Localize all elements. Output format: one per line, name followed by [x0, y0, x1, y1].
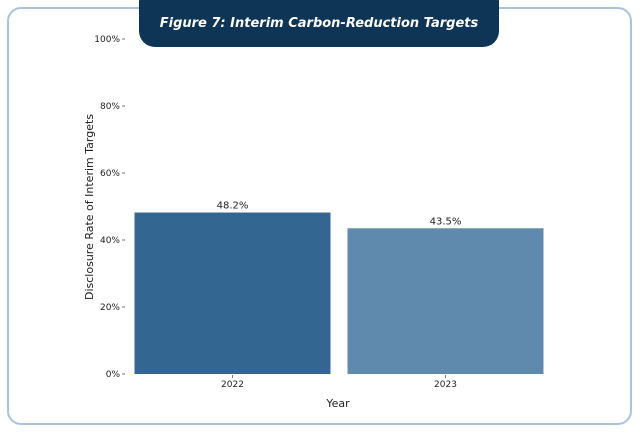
bar-2023 [347, 228, 544, 374]
x-axis: 2022 2023 [221, 375, 457, 390]
bars: 48.2% 43.5% [134, 201, 544, 374]
data-label-2022: 48.2% [217, 201, 249, 212]
y-axis: 0% 20% 40% 60% 80% 100% [94, 35, 125, 380]
y-tick-label: 60% [100, 169, 120, 179]
x-axis-title: Year [325, 397, 350, 410]
y-tick-label: 100% [94, 35, 120, 45]
x-tick-label: 2022 [221, 380, 244, 390]
y-tick-label: 40% [100, 236, 120, 246]
chart-title: Figure 7: Interim Carbon-Reduction Targe… [139, 0, 499, 47]
y-tick-label: 80% [100, 102, 120, 112]
y-axis-title: Disclosure Rate of Interim Targets [83, 114, 96, 300]
bar-2022 [134, 212, 331, 374]
x-tick-label: 2023 [434, 380, 457, 390]
data-label-2023: 43.5% [430, 216, 462, 227]
y-tick-label: 0% [106, 370, 121, 380]
y-tick-label: 20% [100, 303, 120, 313]
